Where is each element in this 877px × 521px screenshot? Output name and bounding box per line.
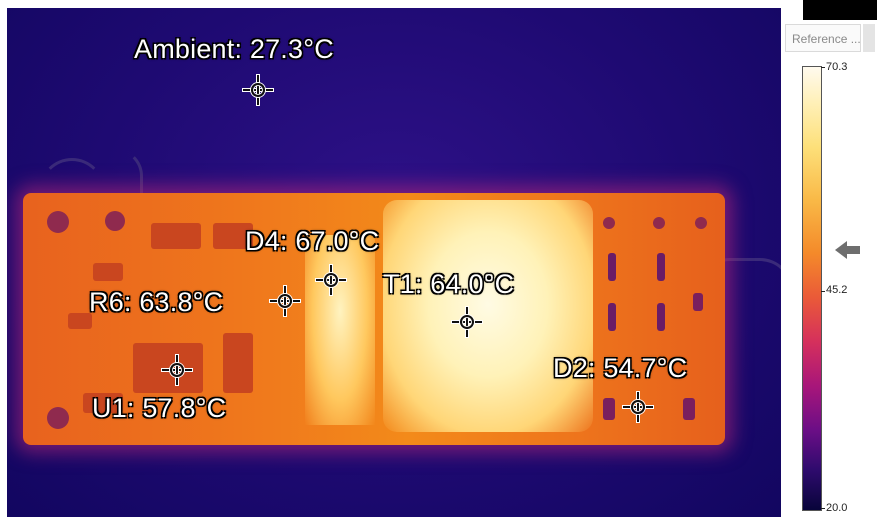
component [83, 393, 123, 413]
component [608, 303, 616, 331]
color-scale-bar[interactable] [802, 66, 822, 511]
scale-mid-label: 45.2 [826, 284, 848, 296]
scale-tick [821, 291, 825, 292]
mounting-hole [47, 211, 69, 233]
component [151, 223, 201, 249]
probe-wire [697, 258, 781, 324]
circuit-board [23, 193, 725, 445]
component [657, 253, 665, 281]
component [133, 343, 203, 393]
pad [695, 217, 707, 229]
component [683, 398, 695, 420]
scale-panel: Reference ... 70.3 45.2 20.0 [781, 0, 877, 521]
u1-label: U1: 57.8°C [92, 393, 227, 423]
mounting-hole [47, 407, 69, 429]
ambient-marker[interactable] [243, 75, 273, 105]
component [93, 263, 123, 281]
component [608, 253, 616, 281]
thermal-image[interactable]: Ambient: 27.3°C D4: 67.0°C T1: 64.0°C R6… [7, 8, 781, 517]
u1-marker[interactable] [162, 355, 192, 385]
scale-tick [821, 67, 825, 68]
panel-header-bar [803, 0, 877, 20]
reference-dropdown[interactable]: Reference ... [785, 24, 861, 52]
probe-wire [39, 158, 105, 224]
hotspot-region [305, 235, 375, 425]
d4-marker[interactable] [316, 265, 346, 295]
scale-max-label: 70.3 [826, 61, 848, 73]
ambient-label: Ambient: 27.3°C [134, 34, 334, 64]
scale-tick [821, 508, 825, 509]
r6-marker[interactable] [270, 286, 300, 316]
d2-marker[interactable] [623, 392, 653, 422]
t1-label: T1: 64.0°C [383, 269, 515, 299]
mounting-hole [105, 211, 125, 231]
scale-min-label: 20.0 [826, 502, 848, 514]
scale-pointer-icon[interactable] [835, 241, 847, 259]
d2-label: D2: 54.7°C [553, 353, 688, 383]
component [657, 303, 665, 331]
scale-pointer-tail [846, 246, 860, 254]
component [223, 333, 253, 393]
probe-wire [87, 148, 143, 234]
component [68, 313, 92, 329]
component [603, 398, 615, 420]
pad [653, 217, 665, 229]
panel-scrollbar[interactable] [863, 24, 875, 52]
pad [603, 217, 615, 229]
component [213, 223, 253, 249]
d4-label: D4: 67.0°C [245, 226, 380, 256]
transformer-hotspot [383, 200, 593, 432]
r6-label: R6: 63.8°C [89, 287, 224, 317]
t1-marker[interactable] [452, 307, 482, 337]
component [693, 293, 703, 311]
